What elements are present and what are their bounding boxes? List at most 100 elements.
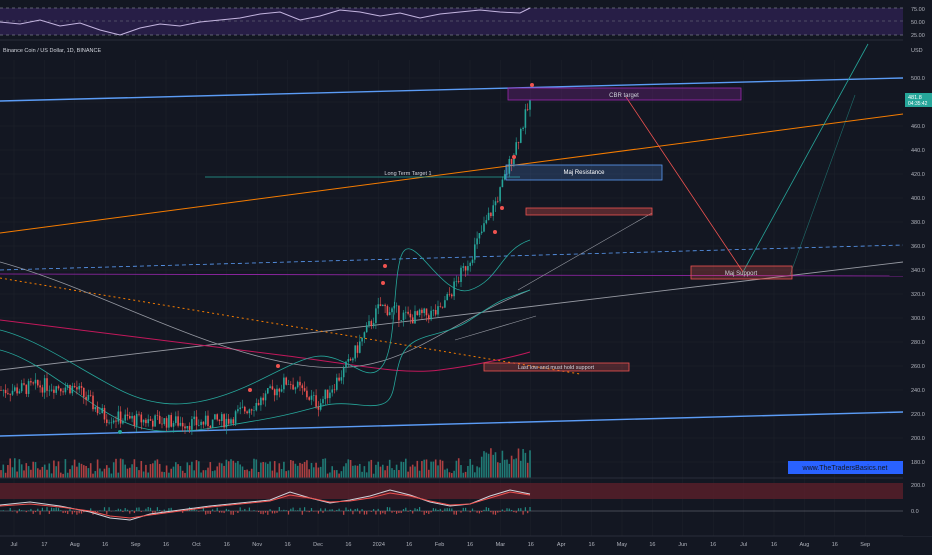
candle-body bbox=[37, 380, 39, 386]
candle-body bbox=[403, 313, 405, 321]
volume-bar bbox=[143, 471, 145, 478]
x-tick-label: Jul bbox=[10, 542, 17, 548]
volume-bar bbox=[3, 465, 5, 478]
macd-bar bbox=[481, 511, 482, 512]
candle-body bbox=[23, 383, 25, 384]
macd-bar bbox=[318, 511, 319, 514]
macd-bar bbox=[332, 509, 333, 511]
x-tick-label: Aug bbox=[800, 542, 810, 548]
candle-body bbox=[76, 387, 78, 389]
volume-bar bbox=[446, 469, 448, 478]
macd-bar bbox=[134, 511, 135, 513]
macd-bar bbox=[417, 509, 418, 511]
candle-body bbox=[136, 414, 138, 426]
candle-body bbox=[380, 304, 382, 306]
volume-bar bbox=[88, 468, 90, 478]
volume-bar bbox=[387, 466, 389, 478]
candle-body bbox=[101, 408, 103, 413]
cbr-target-label: CBR target bbox=[609, 93, 639, 99]
candle-body bbox=[449, 294, 451, 295]
candle-body bbox=[345, 362, 347, 368]
volume-bar bbox=[49, 463, 51, 478]
volume-bar bbox=[42, 467, 44, 478]
volume-bar bbox=[58, 461, 60, 478]
candle-body bbox=[306, 391, 308, 398]
macd-bar bbox=[371, 511, 372, 512]
x-tick-label: Aug bbox=[70, 542, 80, 548]
macd-bar bbox=[214, 511, 215, 512]
y-tick-label: 460.0 bbox=[911, 124, 925, 130]
candle-body bbox=[55, 386, 57, 393]
x-tick-label: Dec bbox=[313, 542, 323, 548]
candle-body bbox=[233, 419, 235, 423]
macd-bar bbox=[387, 507, 388, 511]
macd-bar bbox=[460, 511, 461, 513]
currency-label[interactable]: USD bbox=[911, 48, 923, 54]
candle-body bbox=[164, 418, 166, 424]
candle-body bbox=[19, 391, 21, 393]
candle-body bbox=[120, 412, 122, 424]
macd-bar bbox=[313, 511, 314, 512]
x-tick-label: Sep bbox=[860, 542, 870, 548]
candle-body bbox=[371, 321, 373, 326]
volume-bar bbox=[131, 464, 133, 478]
volume-bar bbox=[373, 474, 375, 478]
volume-bar bbox=[221, 463, 223, 478]
candle-body bbox=[239, 408, 241, 410]
candle-body bbox=[522, 128, 524, 129]
candle-body bbox=[161, 424, 163, 425]
volume-bar bbox=[76, 467, 78, 478]
candle-body bbox=[196, 417, 198, 426]
volume-bar bbox=[226, 460, 228, 478]
candle-body bbox=[529, 100, 531, 109]
volume-bar bbox=[150, 464, 152, 478]
candle-body bbox=[207, 416, 209, 426]
x-tick-label: 16 bbox=[467, 542, 473, 548]
candle-body bbox=[325, 390, 327, 400]
volume-bar bbox=[440, 460, 442, 478]
small-resistance-box[interactable] bbox=[526, 208, 652, 215]
y-tick-label: 300.0 bbox=[911, 316, 925, 322]
candle-body bbox=[39, 385, 41, 387]
macd-bar bbox=[403, 509, 404, 511]
macd-bar bbox=[106, 511, 107, 514]
candle-body bbox=[527, 109, 529, 110]
x-tick-label: May bbox=[617, 542, 628, 548]
macd-bar bbox=[359, 511, 360, 514]
macd-bar bbox=[279, 507, 280, 511]
candle-body bbox=[426, 309, 428, 316]
macd-bar bbox=[426, 511, 427, 513]
candle-body bbox=[511, 159, 513, 164]
volume-bar bbox=[35, 462, 37, 478]
candle-body bbox=[92, 396, 94, 410]
volume-bar bbox=[104, 469, 106, 478]
volume-bar bbox=[129, 468, 131, 478]
candle-body bbox=[147, 419, 149, 423]
volume-bar bbox=[78, 463, 80, 478]
candle-body bbox=[177, 416, 179, 425]
macd-bar bbox=[456, 511, 457, 515]
candle-body bbox=[0, 390, 2, 391]
macd-bar bbox=[286, 510, 287, 511]
volume-bar bbox=[400, 462, 402, 478]
macd-bar bbox=[442, 511, 443, 512]
volume-bar bbox=[173, 467, 175, 478]
volume-bar bbox=[343, 466, 345, 478]
volume-bar bbox=[366, 472, 368, 478]
candle-body bbox=[295, 387, 297, 389]
candle-body bbox=[375, 308, 377, 323]
macd-bar bbox=[42, 508, 43, 511]
macd-bar bbox=[431, 511, 432, 512]
macd-bar bbox=[435, 509, 436, 511]
candle-body bbox=[456, 281, 458, 282]
last-low-label: Last low and must hold support bbox=[518, 365, 595, 371]
candle-body bbox=[354, 345, 356, 358]
macd-bar bbox=[394, 511, 395, 512]
volume-bar bbox=[118, 473, 120, 478]
volume-bar bbox=[476, 466, 478, 478]
volume-bar bbox=[302, 464, 304, 478]
candle-body bbox=[520, 129, 522, 143]
